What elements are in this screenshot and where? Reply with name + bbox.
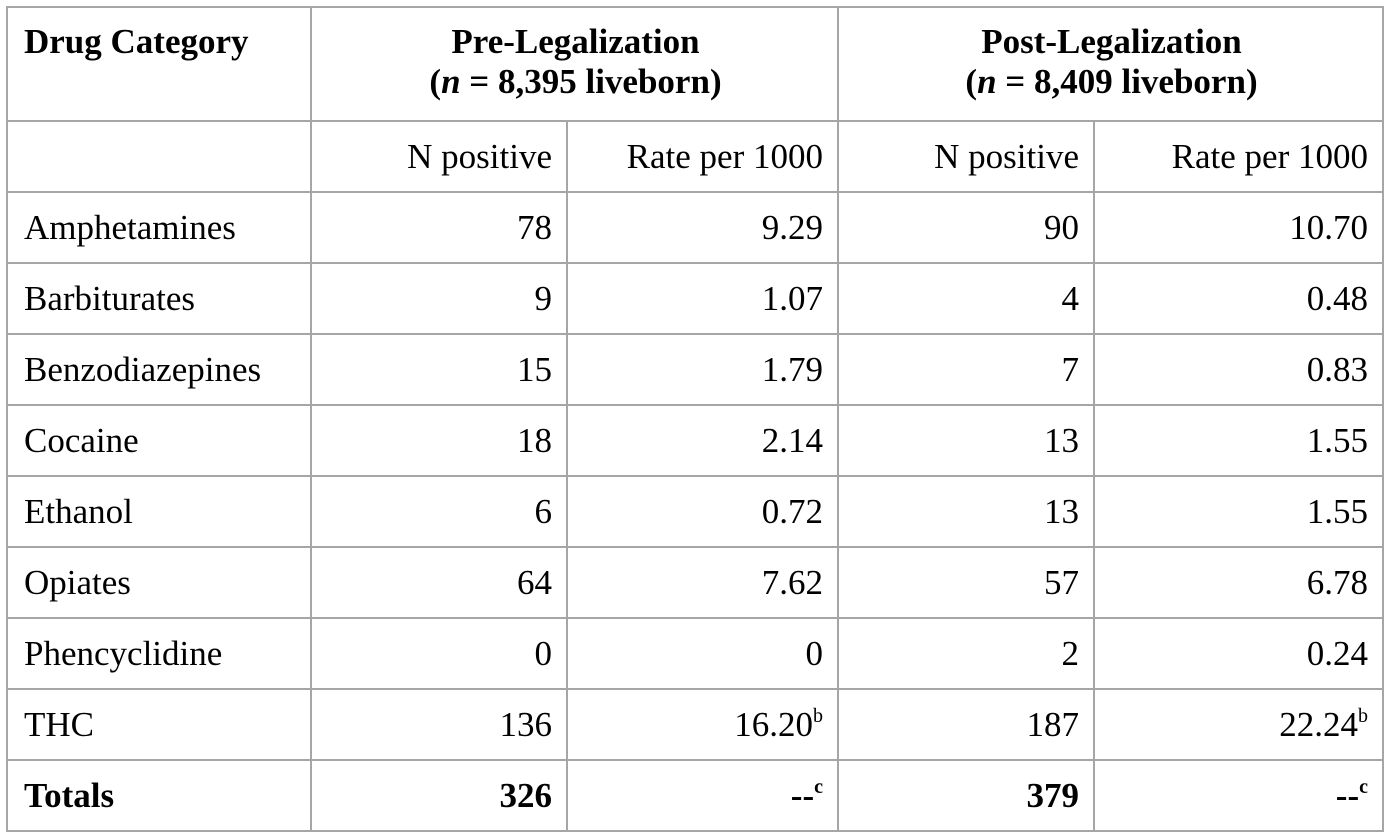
post-rate-cell: 10.70: [1093, 191, 1384, 264]
table-subheader-row: N positive Rate per 1000 N positive Rate…: [6, 120, 1384, 193]
drug-name: Opiates: [6, 546, 312, 619]
header-drug-category: Drug Category: [6, 6, 312, 122]
totals-post-rate-cell: --c: [1093, 759, 1384, 832]
pre-rate-cell: 9.29: [566, 191, 839, 264]
post-rate: 0.24: [1306, 633, 1368, 673]
pre-n-positive: 78: [310, 191, 568, 264]
post-rate-cell: 0.48: [1093, 262, 1384, 335]
drug-name: Phencyclidine: [6, 617, 312, 690]
post-n-positive: 13: [837, 404, 1095, 477]
drug-name: THC: [6, 688, 312, 761]
post-rate-footnote: b: [1358, 704, 1368, 727]
pre-rate: 16.20: [734, 704, 813, 744]
totals-pre-rate: --: [790, 775, 815, 815]
pre-n-positive: 64: [310, 546, 568, 619]
post-legalization-title: Post-Legalization: [981, 22, 1242, 61]
pre-n-positive: 0: [310, 617, 568, 690]
pre-rate-footnote: b: [813, 704, 823, 727]
pre-rate-cell: 1.07: [566, 262, 839, 335]
post-rate-cell: 0.83: [1093, 333, 1384, 406]
header-post-legalization: Post-Legalization (n = 8,409 liveborn): [837, 6, 1384, 122]
pre-n-positive: 9: [310, 262, 568, 335]
pre-rate-cell: 7.62: [566, 546, 839, 619]
totals-post-rate: --: [1335, 775, 1360, 815]
post-close-paren: ): [1245, 62, 1258, 101]
post-n-positive: 13: [837, 475, 1095, 548]
table-row: Opiates 64 7.62 57 6.78: [6, 546, 1384, 619]
table-row: Ethanol 6 0.72 13 1.55: [6, 475, 1384, 548]
drug-name: Amphetamines: [6, 191, 312, 264]
post-rate: 10.70: [1289, 207, 1368, 247]
subheader-pre-n-positive: N positive: [310, 120, 568, 193]
post-rate-cell: 1.55: [1093, 475, 1384, 548]
pre-rate-cell: 1.79: [566, 333, 839, 406]
pre-rate-cell: 0: [566, 617, 839, 690]
post-sample-size: = 8,409 liveborn: [996, 62, 1246, 101]
drug-name: Benzodiazepines: [6, 333, 312, 406]
drug-name: Barbiturates: [6, 262, 312, 335]
drug-name: Ethanol: [6, 475, 312, 548]
table-row: Benzodiazepines 15 1.79 7 0.83: [6, 333, 1384, 406]
post-open-paren: (: [965, 62, 978, 101]
table-row: Amphetamines 78 9.29 90 10.70: [6, 191, 1384, 264]
post-rate: 6.78: [1306, 562, 1368, 602]
pre-rate: 1.79: [761, 349, 823, 389]
post-n-positive: 90: [837, 191, 1095, 264]
drug-name: Cocaine: [6, 404, 312, 477]
post-n-positive: 4: [837, 262, 1095, 335]
pre-n-positive: 18: [310, 404, 568, 477]
pre-rate: 7.62: [761, 562, 823, 602]
pre-n-positive: 15: [310, 333, 568, 406]
pre-sample-size: = 8,395 liveborn: [460, 62, 710, 101]
post-rate-cell: 6.78: [1093, 546, 1384, 619]
totals-post-n-positive: 379: [837, 759, 1095, 832]
pre-rate: 0.72: [761, 491, 823, 531]
post-rate: 1.55: [1306, 420, 1368, 460]
table-row: Phencyclidine 0 0 2 0.24: [6, 617, 1384, 690]
table-header-row: Drug Category Pre-Legalization (n = 8,39…: [6, 6, 1384, 122]
pre-rate: 9.29: [761, 207, 823, 247]
pre-rate: 2.14: [761, 420, 823, 460]
totals-post-rate-footnote: c: [1359, 775, 1368, 798]
pre-close-paren: ): [709, 62, 722, 101]
post-n-positive: 2: [837, 617, 1095, 690]
pre-rate-cell: 16.20b: [566, 688, 839, 761]
post-rate-cell: 1.55: [1093, 404, 1384, 477]
post-n-positive: 7: [837, 333, 1095, 406]
table-row: Barbiturates 9 1.07 4 0.48: [6, 262, 1384, 335]
post-rate: 0.48: [1306, 278, 1368, 318]
totals-row: Totals 326 --c 379 --c: [6, 759, 1384, 832]
pre-rate-cell: 2.14: [566, 404, 839, 477]
pre-n-positive: 6: [310, 475, 568, 548]
post-rate: 22.24: [1279, 704, 1358, 744]
pre-legalization-title: Pre-Legalization: [451, 22, 700, 61]
pre-open-paren: (: [429, 62, 442, 101]
totals-label: Totals: [6, 759, 312, 832]
post-n-positive: 57: [837, 546, 1095, 619]
table-row: Cocaine 18 2.14 13 1.55: [6, 404, 1384, 477]
pre-rate: 1.07: [761, 278, 823, 318]
post-n-symbol: n: [977, 62, 997, 101]
pre-n-symbol: n: [441, 62, 461, 101]
post-rate-cell: 0.24: [1093, 617, 1384, 690]
subheader-empty: [6, 120, 312, 193]
totals-pre-rate-footnote: c: [814, 775, 823, 798]
subheader-pre-rate: Rate per 1000: [566, 120, 839, 193]
post-rate-cell: 22.24b: [1093, 688, 1384, 761]
post-rate: 0.83: [1306, 349, 1368, 389]
subheader-post-n-positive: N positive: [837, 120, 1095, 193]
post-rate: 1.55: [1306, 491, 1368, 531]
totals-pre-rate-cell: --c: [566, 759, 839, 832]
post-n-positive: 187: [837, 688, 1095, 761]
header-pre-legalization: Pre-Legalization (n = 8,395 liveborn): [310, 6, 839, 122]
pre-rate: 0: [805, 633, 824, 673]
drug-screen-table: Drug Category Pre-Legalization (n = 8,39…: [6, 6, 1384, 832]
totals-pre-n-positive: 326: [310, 759, 568, 832]
pre-rate-cell: 0.72: [566, 475, 839, 548]
subheader-post-rate: Rate per 1000: [1093, 120, 1384, 193]
pre-n-positive: 136: [310, 688, 568, 761]
table-row: THC 136 16.20b 187 22.24b: [6, 688, 1384, 761]
